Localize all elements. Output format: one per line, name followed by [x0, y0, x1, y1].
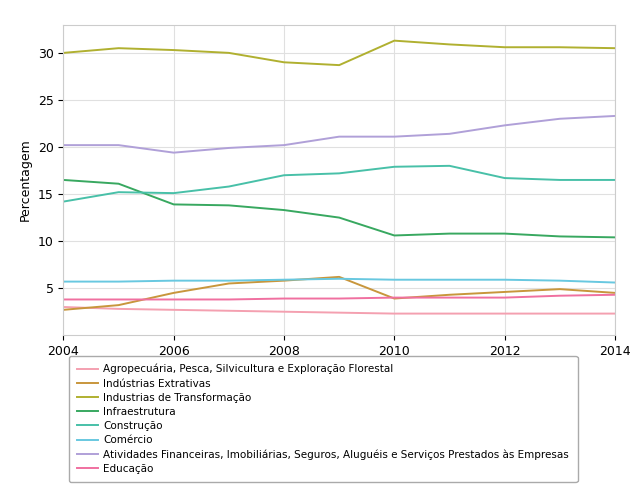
Legend: Agropecuária, Pesca, Silvicultura e Exploração Florestal, Indústrias Extrativas,: Agropecuária, Pesca, Silvicultura e Expl…	[69, 355, 578, 483]
Comércio	[280, 277, 288, 282]
Construção	[170, 190, 178, 196]
Line: Agropecuária, Pesca, Silvicultura e Exploração Florestal: Agropecuária, Pesca, Silvicultura e Expl…	[63, 307, 615, 314]
Atividades Financeiras, Imobiliárias, Seguros, Aluguéis e Serviços Prestados às Empresas	[60, 142, 67, 148]
Educação	[391, 295, 398, 301]
Construção	[60, 199, 67, 205]
Agropecuária, Pesca, Silvicultura e Exploração Florestal	[611, 311, 619, 317]
Atividades Financeiras, Imobiliárias, Seguros, Aluguéis e Serviços Prestados às Empresas	[225, 145, 233, 151]
Indústrias Extrativas	[391, 296, 398, 302]
Atividades Financeiras, Imobiliárias, Seguros, Aluguéis e Serviços Prestados às Empresas	[446, 131, 453, 137]
Educação	[115, 296, 122, 302]
Y-axis label: Percentagem: Percentagem	[19, 139, 32, 221]
Comércio	[501, 277, 508, 282]
Atividades Financeiras, Imobiliárias, Seguros, Aluguéis e Serviços Prestados às Empresas	[611, 113, 619, 119]
Atividades Financeiras, Imobiliárias, Seguros, Aluguéis e Serviços Prestados às Empresas	[115, 142, 122, 148]
Agropecuária, Pesca, Silvicultura e Exploração Florestal	[501, 311, 508, 317]
Agropecuária, Pesca, Silvicultura e Exploração Florestal	[556, 311, 564, 317]
Indústrias Extrativas	[335, 274, 343, 280]
Infraestrutura	[115, 181, 122, 187]
Comércio	[446, 277, 453, 282]
Atividades Financeiras, Imobiliárias, Seguros, Aluguéis e Serviços Prestados às Empresas	[335, 134, 343, 140]
Educação	[225, 296, 233, 302]
Agropecuária, Pesca, Silvicultura e Exploração Florestal	[170, 307, 178, 313]
Comércio	[170, 278, 178, 283]
Infraestrutura	[335, 214, 343, 220]
Agropecuária, Pesca, Silvicultura e Exploração Florestal	[335, 310, 343, 316]
Line: Infraestrutura: Infraestrutura	[63, 180, 615, 237]
Line: Indústrias Extrativas: Indústrias Extrativas	[63, 277, 615, 310]
Comércio	[335, 276, 343, 282]
Industrias de Transformação	[446, 41, 453, 47]
Comércio	[60, 279, 67, 284]
Atividades Financeiras, Imobiliárias, Seguros, Aluguéis e Serviços Prestados às Empresas	[280, 142, 288, 148]
Indústrias Extrativas	[501, 289, 508, 295]
Infraestrutura	[556, 234, 564, 240]
Agropecuária, Pesca, Silvicultura e Exploração Florestal	[391, 311, 398, 317]
Agropecuária, Pesca, Silvicultura e Exploração Florestal	[60, 304, 67, 310]
Agropecuária, Pesca, Silvicultura e Exploração Florestal	[280, 309, 288, 315]
Educação	[446, 295, 453, 301]
Line: Atividades Financeiras, Imobiliárias, Seguros, Aluguéis e Serviços Prestados às Empresas: Atividades Financeiras, Imobiliárias, Se…	[63, 116, 615, 153]
Construção	[335, 171, 343, 176]
Agropecuária, Pesca, Silvicultura e Exploração Florestal	[225, 308, 233, 314]
Construção	[556, 177, 564, 183]
Educação	[170, 296, 178, 302]
Construção	[391, 164, 398, 170]
Infraestrutura	[60, 177, 67, 183]
Atividades Financeiras, Imobiliárias, Seguros, Aluguéis e Serviços Prestados às Empresas	[170, 150, 178, 156]
Indústrias Extrativas	[225, 281, 233, 286]
Infraestrutura	[446, 231, 453, 237]
Line: Construção: Construção	[63, 166, 615, 202]
Construção	[280, 172, 288, 178]
Educação	[60, 296, 67, 302]
Infraestrutura	[225, 203, 233, 209]
Infraestrutura	[611, 234, 619, 240]
Line: Educação: Educação	[63, 295, 615, 299]
Industrias de Transformação	[391, 37, 398, 43]
Infraestrutura	[170, 202, 178, 208]
Industrias de Transformação	[60, 50, 67, 56]
Agropecuária, Pesca, Silvicultura e Exploração Florestal	[446, 311, 453, 317]
Construção	[501, 175, 508, 181]
Atividades Financeiras, Imobiliárias, Seguros, Aluguéis e Serviços Prestados às Empresas	[556, 116, 564, 122]
Comércio	[115, 279, 122, 284]
Industrias de Transformação	[611, 45, 619, 51]
Agropecuária, Pesca, Silvicultura e Exploração Florestal	[115, 306, 122, 312]
Construção	[115, 189, 122, 195]
Comércio	[611, 280, 619, 285]
Line: Comércio: Comércio	[63, 279, 615, 282]
Atividades Financeiras, Imobiliárias, Seguros, Aluguéis e Serviços Prestados às Empresas	[391, 134, 398, 140]
Industrias de Transformação	[170, 47, 178, 53]
Educação	[335, 296, 343, 302]
X-axis label: Ano: Ano	[327, 363, 351, 377]
Indústrias Extrativas	[611, 290, 619, 296]
Educação	[501, 295, 508, 301]
Construção	[611, 177, 619, 183]
Indústrias Extrativas	[115, 302, 122, 308]
Industrias de Transformação	[115, 45, 122, 51]
Industrias de Transformação	[335, 62, 343, 68]
Indústrias Extrativas	[170, 290, 178, 296]
Indústrias Extrativas	[280, 278, 288, 283]
Comércio	[556, 278, 564, 283]
Construção	[446, 163, 453, 169]
Indústrias Extrativas	[60, 307, 67, 313]
Infraestrutura	[280, 207, 288, 213]
Line: Industrias de Transformação: Industrias de Transformação	[63, 40, 615, 65]
Industrias de Transformação	[280, 59, 288, 65]
Educação	[611, 292, 619, 298]
Atividades Financeiras, Imobiliárias, Seguros, Aluguéis e Serviços Prestados às Empresas	[501, 122, 508, 128]
Comércio	[225, 278, 233, 283]
Industrias de Transformação	[556, 44, 564, 50]
Construção	[225, 183, 233, 189]
Industrias de Transformação	[501, 44, 508, 50]
Infraestrutura	[391, 233, 398, 239]
Indústrias Extrativas	[556, 286, 564, 292]
Educação	[280, 296, 288, 302]
Educação	[556, 293, 564, 299]
Infraestrutura	[501, 231, 508, 237]
Industrias de Transformação	[225, 50, 233, 56]
Comércio	[391, 277, 398, 282]
Indústrias Extrativas	[446, 292, 453, 298]
